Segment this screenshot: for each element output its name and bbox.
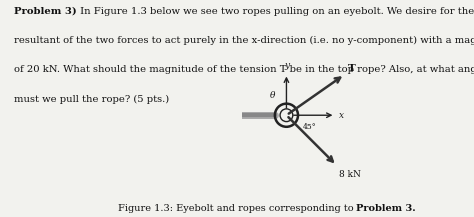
Text: y: y [284, 61, 289, 70]
Text: Figure 1.3: Eyebolt and ropes corresponding to: Figure 1.3: Eyebolt and ropes correspond… [118, 204, 356, 213]
Text: x: x [339, 111, 344, 120]
Bar [184, 84, 213, 164]
Text: In Figure 1.3 below we see two ropes pulling on an eyebolt. We desire for the: In Figure 1.3 below we see two ropes pul… [77, 7, 474, 15]
Text: of 20 kN. What should the magnitude of the tension T be in the top rope? Also, a: of 20 kN. What should the magnitude of t… [14, 65, 474, 74]
Text: T: T [347, 64, 355, 73]
Text: θ: θ [270, 91, 275, 100]
Text: resultant of the two forces to act purely in the x-direction (i.e. no y-componen: resultant of the two forces to act purel… [14, 36, 474, 45]
Text: must we pull the rope? (5 pts.): must we pull the rope? (5 pts.) [14, 94, 170, 104]
Text: Problem 3.: Problem 3. [356, 204, 416, 213]
Text: 45°: 45° [302, 123, 316, 131]
Text: Problem 3): Problem 3) [14, 7, 77, 15]
Text: 8 kN: 8 kN [339, 170, 361, 179]
